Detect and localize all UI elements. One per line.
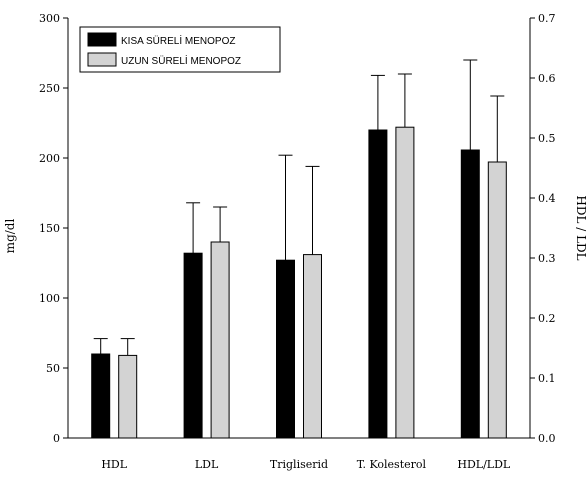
left-tick-label: 0 [53,432,60,445]
bar-uzun-0 [118,354,138,439]
bar-kisa-4 [460,149,480,439]
left-tick-label: 300 [39,12,60,25]
bar-kisa-2 [276,259,295,439]
category-label: HDL/LDL [457,458,511,471]
bars [91,126,507,439]
left-tick-label: 200 [39,152,60,165]
bar-uzun-2 [303,254,322,439]
category-label: T. Kolesterol [357,458,427,471]
right-axis: 0.0 0.1 0.2 0.3 0.4 0.5 0.6 0.7 [530,12,556,445]
bar-uzun-3 [395,126,415,439]
left-tick-label: 250 [39,82,60,95]
error-bars [93,59,505,356]
category-labels: HDL LDL Trigliserid T. Kolesterol HDL/LDL [101,458,511,471]
legend-label-kisa: KISA SÜRELİ MENOPOZ [121,34,235,47]
left-tick-label: 100 [39,292,60,305]
right-tick-label: 0.2 [538,312,556,325]
left-axis: 0 50 100 150 200 250 300 [39,12,68,445]
left-tick-label: 150 [39,222,60,235]
right-tick-label: 0.0 [538,432,556,445]
legend-label-uzun: UZUN SÜRELİ MENOPOZ [121,54,241,67]
bar-kisa-0 [91,353,111,439]
y-axis-label-right: HDL / LDL [574,195,587,260]
bar-uzun-4 [487,161,507,439]
right-tick-label: 0.1 [538,372,556,385]
plot-frame [67,18,531,439]
right-tick-label: 0.4 [538,192,556,205]
legend-swatch-kisa [87,32,117,47]
right-tick-label: 0.7 [538,12,556,25]
category-label: HDL [101,458,127,471]
category-label: Trigliserid [270,458,328,471]
bar-kisa-3 [368,129,388,439]
legend: KISA SÜRELİ MENOPOZ UZUN SÜRELİ MENOPOZ [79,26,281,73]
bar-kisa-1 [183,252,203,439]
category-label: LDL [195,458,219,471]
legend-swatch-uzun [87,52,117,67]
left-tick-label: 50 [46,362,60,375]
right-tick-label: 0.3 [538,252,556,265]
right-tick-label: 0.6 [538,72,556,85]
right-tick-label: 0.5 [538,132,556,145]
y-axis-label-left: mg/dl [3,219,17,254]
bar-uzun-1 [210,241,230,439]
